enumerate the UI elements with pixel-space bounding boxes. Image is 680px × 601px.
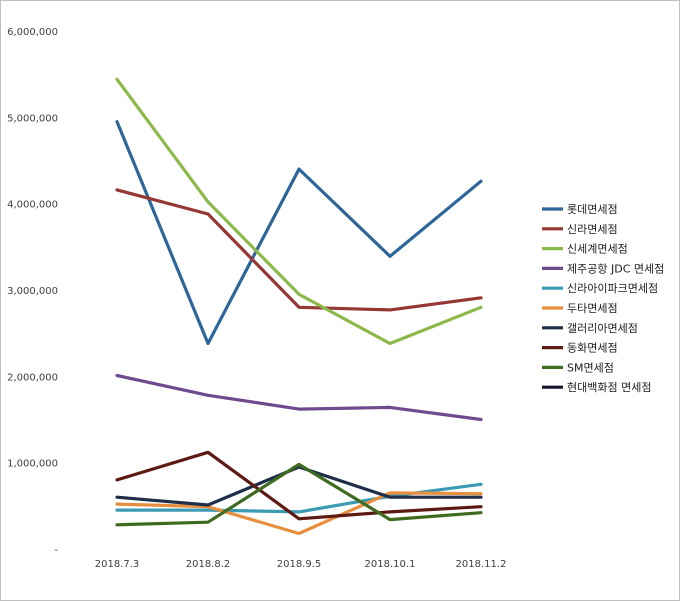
legend-label: 현대백화점 면세점 (567, 381, 651, 394)
y-tick-label: 3,000,000 (7, 286, 58, 297)
series-line (115, 373, 483, 422)
series-line (115, 77, 483, 346)
legend-label: 신세계면세점 (567, 243, 628, 256)
series-line (115, 188, 483, 312)
legend-label: 신라아이파크면세점 (567, 282, 658, 295)
legend-label: SM면세점 (567, 361, 614, 374)
y-tick-label: - (54, 545, 58, 556)
x-tick-label: 2018.7.3 (95, 559, 140, 570)
series-line (115, 491, 483, 536)
series-line (115, 465, 483, 507)
series-line (115, 450, 483, 521)
legend-label: 갤러리아면세점 (567, 322, 638, 335)
y-axis: - 1,000,000 2,000,000 3,000,000 4,000,000 5,0… (7, 27, 58, 556)
x-tick-label: 2018.10.1 (365, 559, 416, 570)
legend-label: 동화면세점 (567, 342, 618, 355)
series-line (115, 462, 483, 527)
x-axis: 2018.7.3 2018.8.2 2018.9.5 2018.10.1 2018.11… (95, 559, 507, 570)
x-tick-label: 2018.8.2 (186, 559, 231, 570)
legend-label: 두타면세점 (567, 302, 618, 315)
legend-label: 롯데면세점 (567, 203, 618, 216)
y-tick-label: 4,000,000 (7, 200, 58, 211)
legend-label: 신라면세점 (567, 223, 618, 236)
x-tick-label: 2018.9.5 (277, 559, 322, 570)
x-tick-label: 2018.11.2 (456, 559, 507, 570)
y-tick-label: 1,000,000 (7, 459, 58, 470)
series-line (115, 120, 483, 346)
y-tick-label: 2,000,000 (7, 372, 58, 383)
y-tick-label: 5,000,000 (7, 113, 58, 124)
series-layer (115, 77, 483, 536)
y-tick-label: 6,000,000 (7, 27, 58, 38)
legend-label: 제주공항 JDC 면세점 (567, 262, 664, 275)
